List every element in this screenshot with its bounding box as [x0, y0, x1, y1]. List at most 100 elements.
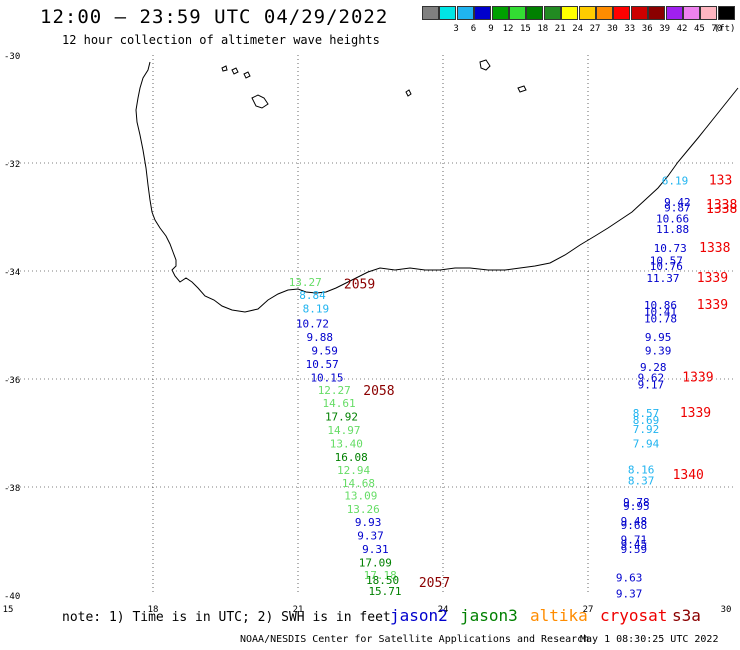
- wave-height-value: 9.93: [355, 516, 382, 529]
- wave-height-value: 9.59: [311, 345, 338, 358]
- wave-height-value: 18.50: [366, 574, 399, 587]
- lat-tick-label: -38: [4, 484, 20, 494]
- color-scale-swatch: [456, 6, 474, 20]
- color-scale-swatch: [648, 6, 666, 20]
- color-scale-swatch: [596, 6, 613, 20]
- color-scale-tick-label: 18: [537, 24, 549, 34]
- wave-height-value: 10.86: [644, 299, 677, 312]
- color-scale-swatch: [422, 6, 439, 20]
- lon-tick-label: 30: [721, 605, 732, 615]
- legend-jason3: jason3: [460, 606, 518, 625]
- wave-height-value: 12.27: [318, 384, 351, 397]
- island-outline: [251, 94, 269, 109]
- lat-tick-label: -32: [4, 160, 20, 170]
- wave-height-value: 9.68: [621, 519, 648, 532]
- coastline: [135, 61, 739, 313]
- legend-s3a: s3a: [672, 606, 701, 625]
- wave-height-value: 10.72: [296, 318, 329, 331]
- lon-tick-label: 27: [583, 605, 594, 615]
- color-scale-tick-label: 70: [711, 24, 723, 34]
- color-scale-swatch: [439, 6, 457, 20]
- color-scale-swatch: [509, 6, 526, 20]
- satellite-pass-labels: 2059205820571331338133813381339133913391…: [344, 174, 737, 591]
- wave-height-value: 14.97: [327, 424, 360, 437]
- wave-height-value: 13.26: [347, 503, 380, 516]
- wave-height-value: 13.09: [344, 489, 377, 502]
- color-scale-swatch: [717, 6, 735, 20]
- color-scale-tick-label: 3: [453, 24, 459, 34]
- wave-height-value: 8.16: [628, 464, 655, 477]
- satellite-pass-number: 1338: [706, 202, 737, 217]
- wave-height-value: 9.37: [616, 588, 643, 601]
- satellite-pass-number: 1339: [697, 271, 728, 286]
- wave-height-value: 10.66: [656, 212, 689, 225]
- wave-height-value: 9.63: [616, 572, 643, 585]
- wave-height-value: 9.87: [664, 202, 691, 215]
- lat-lon-grid: 15 18 21 24 27 30 -30 -32 -34 -36 -38 -40: [3, 52, 733, 615]
- color-scale-swatch: [700, 6, 718, 20]
- color-scale-unit-label: (ft): [713, 24, 736, 34]
- wave-height-value: 13.40: [330, 438, 363, 451]
- color-scale-swatch: [683, 6, 700, 20]
- legend-cryosat: cryosat: [600, 606, 668, 625]
- wave-height-value: 17.92: [325, 411, 358, 424]
- wave-height-value: 11.37: [646, 272, 679, 285]
- wave-height-value: 9.31: [362, 543, 389, 556]
- color-scale-swatch: [613, 6, 631, 20]
- wave-height-value: 10.15: [310, 372, 343, 385]
- wave-height-value: 9.95: [645, 331, 672, 344]
- wave-height-value: 9.45: [621, 538, 648, 551]
- lon-tick-label: 18: [148, 605, 159, 615]
- island-outline: [221, 59, 527, 97]
- color-scale-swatch: [543, 6, 561, 20]
- satellite-pass-number: 2057: [419, 576, 450, 591]
- color-scale-tick-label: 24: [572, 24, 584, 34]
- map-subtitle: 12 hour collection of altimeter wave hei…: [62, 33, 380, 47]
- satellite-pass-number: 1338: [699, 241, 730, 256]
- color-scale-tick-label: 15: [520, 24, 531, 34]
- wave-height-value: 17.18: [364, 569, 397, 582]
- wave-height-value: 7.92: [633, 423, 660, 436]
- color-scale-swatch: [561, 6, 579, 20]
- color-scale-tick-label: 33: [624, 24, 636, 34]
- map-title: 12:00 — 23:59 UTC 04/29/2022: [40, 6, 389, 28]
- color-scale-swatch: [491, 6, 509, 20]
- wave-height-value: 8.69: [633, 414, 660, 427]
- satellite-pass-number: 1339: [697, 298, 728, 313]
- wave-height-value: 9.37: [357, 529, 384, 542]
- color-scale-swatch: [578, 6, 596, 20]
- satellite-pass-number: 2059: [344, 277, 375, 292]
- color-scale-tick-label: 36: [641, 24, 653, 34]
- wave-height-value: 17.09: [359, 556, 392, 569]
- wave-height-value: 6.19: [662, 175, 689, 188]
- wave-height-value: 16.08: [335, 451, 368, 464]
- wave-height-value: 12.94: [337, 464, 370, 477]
- wave-height-value: 10.73: [654, 242, 687, 255]
- footer-timestamp: May 1 08:30:25 UTC 2022: [580, 634, 719, 645]
- wave-height-value: 9.17: [638, 379, 665, 392]
- color-scale-tick-label: 9: [488, 24, 494, 34]
- color-scale-swatch: [630, 6, 648, 20]
- legend-jason2: jason2: [390, 606, 448, 625]
- color-scale-tick-label: 27: [589, 24, 601, 34]
- satellite-pass-number: 2058: [363, 384, 394, 399]
- color-scale-tick-label: 42: [676, 24, 688, 34]
- lon-tick-label: 21: [293, 605, 304, 615]
- color-scale-tick-label: 45: [694, 24, 705, 34]
- wave-height-value: 7.94: [633, 438, 660, 451]
- wave-height-value: 9.42: [664, 196, 691, 209]
- legend-altika: altika: [530, 606, 588, 625]
- lat-tick-label: -36: [4, 376, 20, 386]
- wave-height-value: 14.61: [323, 397, 356, 410]
- color-scale-tick-label: 21: [554, 24, 566, 34]
- wave-height-value: 15.71: [368, 585, 401, 598]
- wave-height-value: 8.57: [633, 407, 660, 420]
- color-scale-tick-label: 39: [659, 24, 671, 34]
- color-scale-swatch: [474, 6, 492, 20]
- lon-tick-label: 24: [438, 605, 449, 615]
- satellite-pass-number: 133: [709, 174, 732, 189]
- wave-height-value: 10.41: [644, 305, 677, 318]
- wave-height-value: 14.68: [342, 477, 375, 490]
- wave-height-value: 9.48: [621, 515, 648, 528]
